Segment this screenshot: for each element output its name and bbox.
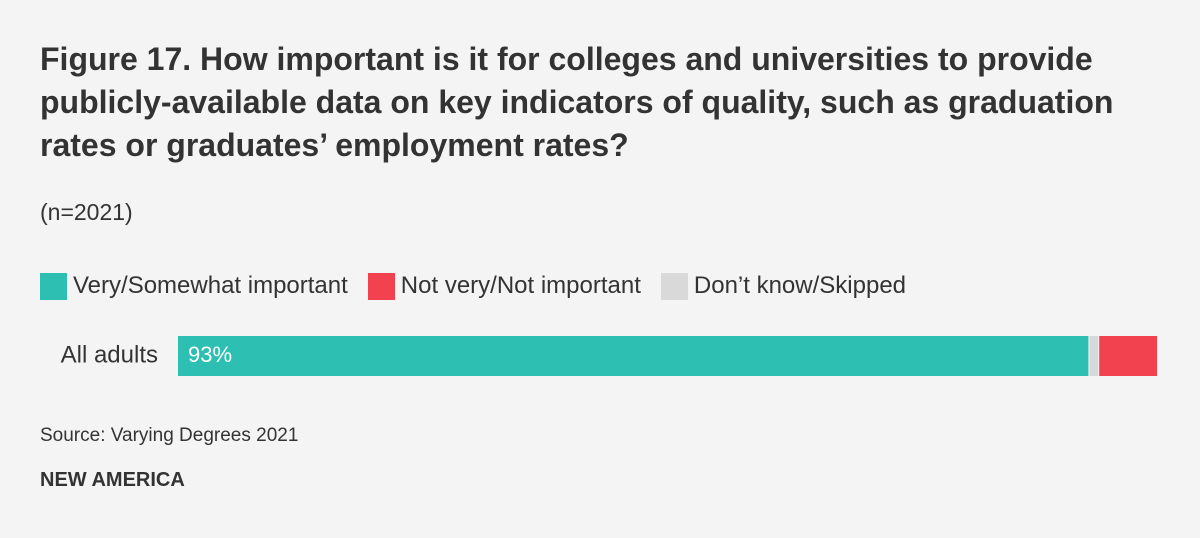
bar-chart: All adults 93%	[61, 336, 1157, 376]
legend-item: Not very/Not important	[367, 272, 641, 300]
chart-subtitle: (n=2021)	[40, 199, 133, 225]
legend-swatch	[660, 272, 688, 300]
chart-title: Figure 17. How important is it for colle…	[40, 41, 1114, 163]
legend-item: Very/Somewhat important	[40, 272, 348, 300]
brand: NEW AMERICA	[40, 469, 185, 491]
bar-segment	[1099, 336, 1157, 376]
legend-swatch	[40, 272, 67, 300]
legend-label: Don’t know/Skipped	[693, 272, 907, 299]
legend: Very/Somewhat important Not very/Not impo…	[40, 272, 926, 300]
bar-segment	[178, 336, 1089, 376]
value-label: 93%	[188, 342, 232, 367]
source: Source: Varying Degrees 2021	[40, 425, 299, 446]
legend-label: Not very/Not important	[400, 272, 641, 299]
bar-segment	[1089, 336, 1099, 376]
category-label: All adults	[61, 341, 158, 368]
legend-item: Don’t know/Skipped	[660, 272, 907, 300]
legend-label: Very/Somewhat important	[73, 272, 348, 299]
legend-swatch	[367, 272, 395, 300]
